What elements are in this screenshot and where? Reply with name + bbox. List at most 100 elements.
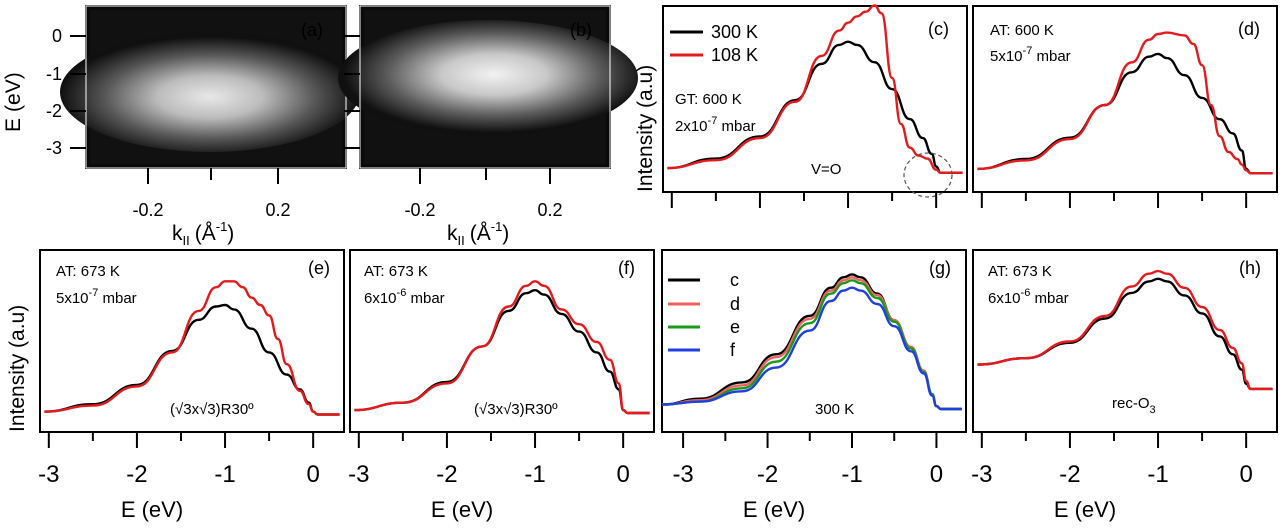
series-g-f bbox=[661, 286, 962, 411]
series-e-108-k bbox=[44, 280, 340, 416]
panel-d-plot bbox=[977, 31, 1273, 175]
xtick-label-f-1: -2 bbox=[436, 461, 457, 488]
panel-f-frame bbox=[349, 249, 655, 433]
series-g-d bbox=[661, 276, 962, 411]
panel-g-note: 300 K bbox=[815, 401, 854, 418]
panel-e-plot bbox=[44, 280, 340, 416]
panel-f-cond1: AT: 673 K bbox=[364, 263, 428, 280]
xtick-label-f-3: 0 bbox=[616, 461, 629, 488]
panel-c-cond1: GT: 600 K bbox=[675, 91, 742, 108]
image-y-axis: 0 -1 -2 -3 E (eV) bbox=[2, 26, 360, 158]
series-h-108-k bbox=[977, 269, 1273, 391]
intensity-label-top: Intensity (a.u) bbox=[634, 65, 657, 192]
panel-d: (d) AT: 600 K 5x10-7 mbar bbox=[972, 5, 1278, 193]
xlabel-h: E (eV) bbox=[1054, 497, 1116, 522]
legend-c-108k: 108 K bbox=[711, 45, 758, 65]
image-x-axis: -0.2 0.2 -0.2 0.2 kII (Å-1) kII (Å-1) bbox=[132, 168, 563, 248]
image-ytick-3: -3 bbox=[46, 138, 62, 158]
panel-g-plot bbox=[661, 273, 962, 411]
panel-h-note: rec-O3 bbox=[1112, 395, 1156, 416]
xtick-label-g-0: -3 bbox=[672, 461, 693, 488]
image-a-xlabel-close: ) bbox=[227, 222, 234, 245]
panel-b-image-glow bbox=[338, 20, 638, 136]
xtick-label-g-1: -2 bbox=[757, 461, 778, 488]
panel-b: (b) bbox=[338, 5, 638, 169]
panel-e-note: (√3x√3)R30º bbox=[170, 401, 254, 418]
xlabel-f: E (eV) bbox=[431, 497, 493, 522]
image-a-xlabel-sub: II bbox=[183, 233, 190, 248]
panel-e-cond2-post: mbar bbox=[98, 290, 136, 307]
image-a-xlabel-k: k bbox=[172, 222, 183, 245]
image-b-xlabel-close: ) bbox=[502, 222, 509, 245]
xtick-label-e-0: -3 bbox=[38, 461, 59, 488]
xtick-label-f-2: -1 bbox=[524, 461, 545, 488]
panel-f-cond2-exp: -6 bbox=[397, 287, 407, 299]
panel-c-cond2-post: mbar bbox=[717, 118, 755, 135]
image-a-xlabel-unit: (Å bbox=[195, 222, 216, 245]
panel-c-frame bbox=[662, 5, 968, 193]
intensity-label-bottom: Intensity (a.u) bbox=[6, 305, 29, 432]
image-a-xlabel: kII (Å-1) bbox=[172, 219, 234, 248]
xtick-label-h-3: 0 bbox=[1239, 461, 1252, 488]
series-d-300-k bbox=[977, 52, 1273, 175]
xtick-label-g-3: 0 bbox=[930, 461, 943, 488]
panel-g: (g) c d e f 300 K bbox=[661, 249, 967, 433]
image-b-xlabel: kII (Å-1) bbox=[447, 219, 509, 248]
energy-axes: -3 -2 -1 0 E (eV) -3 -2 -1 0 E (eV) -3 -2 -1 0 E (eV) -… bbox=[38, 192, 1253, 522]
panel-e: (e) AT: 673 K 5x10-7 mbar (√3x√3)R30º bbox=[39, 249, 345, 433]
panel-h-cond2-pre: 6x10 bbox=[988, 290, 1021, 307]
image-b-xlabel-unit: (Å bbox=[470, 222, 491, 245]
xtick-label-h-1: -2 bbox=[1059, 461, 1080, 488]
xlabel-e: E (eV) bbox=[121, 497, 183, 522]
panel-f-note: (√3x√3)R30º bbox=[474, 401, 558, 418]
panel-c-label: (c) bbox=[928, 19, 949, 39]
xtick-label-h-2: -1 bbox=[1147, 461, 1168, 488]
xlabel-g: E (eV) bbox=[743, 497, 805, 522]
xtick-label-e-2: -1 bbox=[214, 461, 235, 488]
series-f-300-k bbox=[354, 289, 650, 415]
panel-h-note-pre: rec-O bbox=[1112, 395, 1150, 412]
panel-h-plot bbox=[977, 269, 1273, 391]
panel-e-label: (e) bbox=[308, 258, 330, 278]
panel-e-cond1: AT: 673 K bbox=[56, 263, 120, 280]
image-ytick-1: -1 bbox=[46, 64, 62, 84]
image-b-xlabel-exp: -1 bbox=[491, 219, 503, 234]
panel-h-cond1: AT: 673 K bbox=[988, 263, 1052, 280]
panel-d-cond2-pre: 5x10 bbox=[990, 48, 1023, 65]
panel-h-note-sub: 3 bbox=[1150, 404, 1156, 416]
panel-c: (c) 300 K 108 K GT: 600 K 2x10-7 mbar V=… bbox=[662, 4, 968, 198]
series-f-108-k bbox=[354, 280, 650, 415]
panel-e-cond2-exp: -7 bbox=[89, 287, 99, 299]
image-b-xtick-0: -0.2 bbox=[404, 200, 435, 220]
series-e-300-k bbox=[44, 303, 340, 416]
image-b-xlabel-k: k bbox=[447, 222, 458, 245]
panel-c-note: V=O bbox=[811, 161, 841, 178]
panel-f-cond2-post: mbar bbox=[406, 290, 444, 307]
panel-h-cond2-exp: -6 bbox=[1021, 287, 1031, 299]
xtick-label-h-0: -3 bbox=[971, 461, 992, 488]
legend-g-f: f bbox=[730, 340, 736, 360]
panel-f-plot bbox=[354, 280, 650, 415]
series-g-e bbox=[661, 279, 962, 411]
panel-d-cond2: 5x10-7 mbar bbox=[990, 45, 1071, 65]
panel-a-image-glow bbox=[60, 32, 360, 152]
panel-g-label: (g) bbox=[929, 258, 951, 278]
panel-c-cond2-pre: 2x10 bbox=[675, 118, 708, 135]
legend-g-d: d bbox=[730, 294, 740, 314]
panel-b-label: (b) bbox=[570, 20, 592, 40]
xtick-label-e-1: -2 bbox=[126, 461, 147, 488]
panel-d-cond2-exp: -7 bbox=[1023, 45, 1033, 57]
panel-c-cond2: 2x10-7 mbar bbox=[675, 115, 756, 135]
legend-g-e: e bbox=[730, 317, 740, 337]
panel-c-cond2-exp: -7 bbox=[708, 115, 718, 127]
legend-g-c: c bbox=[730, 270, 739, 290]
image-a-xtick-1: 0.2 bbox=[265, 200, 290, 220]
panel-h: (h) AT: 673 K 6x10-6 mbar rec-O3 bbox=[972, 249, 1278, 433]
panel-h-frame bbox=[972, 249, 1278, 433]
image-ytick-0: 0 bbox=[52, 26, 62, 46]
xtick-label-g-2: -1 bbox=[841, 461, 862, 488]
image-b-xlabel-sub: II bbox=[458, 233, 465, 248]
series-c-108-k bbox=[667, 4, 963, 174]
panel-f: (f) AT: 673 K 6x10-6 mbar (√3x√3)R30º bbox=[349, 249, 655, 433]
